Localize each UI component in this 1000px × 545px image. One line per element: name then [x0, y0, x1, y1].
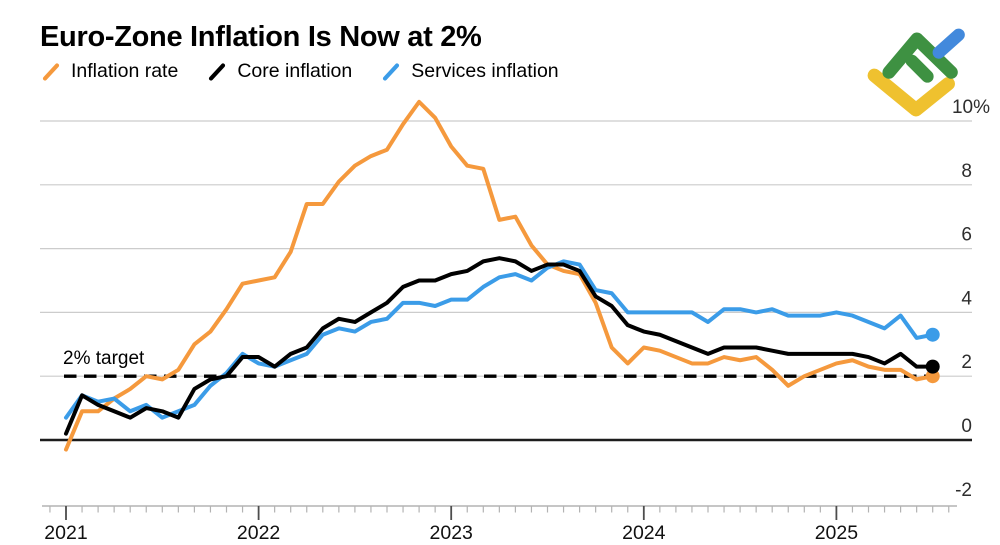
black-slash-icon [209, 62, 226, 81]
y-axis-label: 0 [961, 416, 972, 437]
target-annotation: 2% target [63, 348, 145, 369]
logo-blue-stroke [932, 28, 965, 59]
legend-item-services-inflation: Services inflation [382, 60, 559, 83]
x-axis-label: 2025 [815, 522, 859, 544]
series-end-dot-services-inflation [925, 327, 940, 342]
series-line-inflation-rate [64, 99, 935, 452]
series-line-services-inflation [64, 259, 935, 420]
y-axis-label: 2 [961, 352, 972, 373]
legend-item-core-inflation: Core inflation [208, 60, 352, 83]
legend-label: Core inflation [237, 60, 353, 82]
orange-slash-icon [42, 62, 60, 81]
x-axis-label: 2022 [237, 522, 280, 544]
chart-legend: Inflation rate Core inflation Services i… [42, 60, 559, 83]
y-axis-label: -2 [955, 480, 972, 501]
logo-green-chevron [882, 32, 958, 79]
series-end-dot-core-inflation [925, 359, 940, 374]
blue-slash-icon [383, 62, 400, 81]
legend-label: Services inflation [411, 60, 559, 82]
x-axis-label: 2024 [622, 522, 666, 544]
logo-yellow-check [867, 68, 955, 117]
legend-item-inflation-rate: Inflation rate [42, 60, 178, 83]
legend-label: Inflation rate [71, 60, 179, 82]
y-axis-label: 6 [961, 225, 972, 246]
litefinance-logo[interactable] [858, 13, 976, 117]
x-axis-label: 2021 [44, 522, 87, 544]
y-axis-label: 8 [961, 161, 972, 182]
series-line-core-inflation [64, 256, 935, 436]
page-title: Euro-Zone Inflation Is Now at 2% [40, 21, 482, 53]
y-axis-label: 10% [952, 97, 990, 118]
logo-green-bar [905, 54, 934, 83]
y-axis-label: 4 [961, 288, 972, 309]
x-axis-label: 2023 [430, 522, 473, 544]
series-end-dot-inflation-rate [925, 369, 940, 384]
